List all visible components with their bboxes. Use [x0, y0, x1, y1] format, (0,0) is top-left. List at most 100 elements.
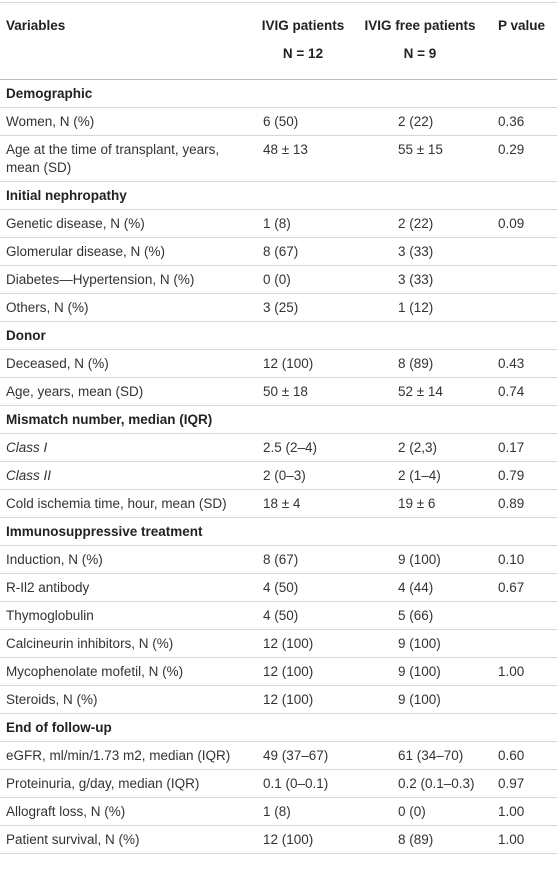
cell: Genetic disease, N (%): [0, 209, 256, 238]
section-title: Donor: [0, 321, 557, 350]
section-title: Demographic: [0, 79, 557, 108]
cell: Age at the time of transplant, years, me…: [0, 135, 256, 182]
header-label: Variables: [6, 18, 66, 33]
section-title: Initial nephropathy: [0, 181, 557, 210]
cell: 0.10: [490, 545, 557, 574]
data-row: Class I 2.5 (2–4) 2 (2,3) 0.17: [0, 433, 557, 462]
cell: R-Il2 antibody: [0, 573, 256, 602]
cell: Proteinuria, g/day, median (IQR): [0, 769, 256, 798]
cell: Calcineurin inhibitors, N (%): [0, 629, 256, 658]
cell: 12 (100): [256, 657, 350, 686]
cell: Deceased, N (%): [0, 349, 256, 378]
cell: 9 (100): [350, 657, 490, 686]
header-label: P value: [498, 18, 546, 33]
cell: 3 (33): [350, 237, 490, 266]
section-row: Donor: [0, 321, 557, 350]
data-row: eGFR, ml/min/1.73 m2, median (IQR) 49 (37…: [0, 741, 557, 770]
data-row: Genetic disease, N (%) 1 (8) 2 (22) 0.09: [0, 209, 557, 238]
data-row: Women, N (%) 6 (50) 2 (22) 0.36: [0, 107, 557, 136]
data-row: Age, years, mean (SD) 50 ± 18 52 ± 14 0.74: [0, 377, 557, 406]
cell: 3 (25): [256, 293, 350, 322]
cell: 52 ± 14: [350, 377, 490, 406]
cell: 9 (100): [350, 545, 490, 574]
cell: 1.00: [490, 657, 557, 686]
cell: 49 (37–67): [256, 741, 350, 770]
cell: 0.09: [490, 209, 557, 238]
header-cell: IVIG free patients N = 9: [350, 2, 490, 80]
table-body: Demographic Women, N (%) 6 (50) 2 (22) 0.36 A…: [0, 79, 557, 854]
cell: 1.00: [490, 825, 557, 854]
data-row: Mycophenolate mofetil, N (%) 12 (100) 9 (1…: [0, 657, 557, 686]
cell: 0.29: [490, 135, 557, 182]
cell: 18 ± 4: [256, 489, 350, 518]
data-row: Age at the time of transplant, years, me…: [0, 135, 557, 182]
data-row: Deceased, N (%) 12 (100) 8 (89) 0.43: [0, 349, 557, 378]
cell: 12 (100): [256, 629, 350, 658]
data-row: Others, N (%) 3 (25) 1 (12): [0, 293, 557, 322]
cell: 5 (66): [350, 601, 490, 630]
cell: Cold ischemia time, hour, mean (SD): [0, 489, 256, 518]
cell: 2 (2,3): [350, 433, 490, 462]
cell: 2.5 (2–4): [256, 433, 350, 462]
data-row: Allograft loss, N (%) 1 (8) 0 (0) 1.00: [0, 797, 557, 826]
cell: Class II: [0, 461, 256, 490]
cell: 12 (100): [256, 685, 350, 714]
cell: 4 (44): [350, 573, 490, 602]
cell: Allograft loss, N (%): [0, 797, 256, 826]
header-cell: IVIG patients N = 12: [256, 2, 350, 80]
cell: 0.79: [490, 461, 557, 490]
cell: Age, years, mean (SD): [0, 377, 256, 406]
cell: 4 (50): [256, 573, 350, 602]
header-count: N = 9: [403, 46, 437, 61]
cell: Induction, N (%): [0, 545, 256, 574]
cell: 0.97: [490, 769, 557, 798]
section-title: End of follow-up: [0, 713, 557, 742]
cell: Others, N (%): [0, 293, 256, 322]
cell: 0.1 (0–0.1): [256, 769, 350, 798]
cell: 0.36: [490, 107, 557, 136]
cell: Thymoglobulin: [0, 601, 256, 630]
cell: 19 ± 6: [350, 489, 490, 518]
cell: 0.17: [490, 433, 557, 462]
cell: 1 (8): [256, 797, 350, 826]
cell: 8 (67): [256, 237, 350, 266]
cell: 1.00: [490, 797, 557, 826]
cell: 12 (100): [256, 825, 350, 854]
section-row: Immunosuppressive treatment: [0, 517, 557, 546]
cell: 0 (0): [350, 797, 490, 826]
header-cell: Variables: [0, 2, 256, 80]
cell: Class I: [0, 433, 256, 462]
data-row: Induction, N (%) 8 (67) 9 (100) 0.10: [0, 545, 557, 574]
header-cell: P value: [490, 2, 557, 80]
data-row: Thymoglobulin 4 (50) 5 (66): [0, 601, 557, 630]
cell: 2 (22): [350, 107, 490, 136]
cell: 4 (50): [256, 601, 350, 630]
cell: [490, 629, 557, 658]
cell: Mycophenolate mofetil, N (%): [0, 657, 256, 686]
cell: [490, 237, 557, 266]
cell: 0.43: [490, 349, 557, 378]
section-title: Mismatch number, median (IQR): [0, 405, 557, 434]
data-row: Diabetes—Hypertension, N (%) 0 (0) 3 (33): [0, 265, 557, 294]
cell: 61 (34–70): [350, 741, 490, 770]
cell: 0.89: [490, 489, 557, 518]
cell: Patient survival, N (%): [0, 825, 256, 854]
cell: 1 (12): [350, 293, 490, 322]
section-row: Initial nephropathy: [0, 181, 557, 210]
data-row: Proteinuria, g/day, median (IQR) 0.1 (0–0…: [0, 769, 557, 798]
cell: 1 (8): [256, 209, 350, 238]
cell: [490, 601, 557, 630]
data-row: Patient survival, N (%) 12 (100) 8 (89) 1.0…: [0, 825, 557, 854]
table-header: Variables IVIG patients N = 12 IVIG free pa…: [0, 2, 557, 80]
cell: 0.74: [490, 377, 557, 406]
cell: [490, 293, 557, 322]
section-title: Immunosuppressive treatment: [0, 517, 557, 546]
cell: 8 (67): [256, 545, 350, 574]
cell: 9 (100): [350, 629, 490, 658]
cell: 12 (100): [256, 349, 350, 378]
cell: 3 (33): [350, 265, 490, 294]
section-row: End of follow-up: [0, 713, 557, 742]
cell: Women, N (%): [0, 107, 256, 136]
data-row: R-Il2 antibody 4 (50) 4 (44) 0.67: [0, 573, 557, 602]
